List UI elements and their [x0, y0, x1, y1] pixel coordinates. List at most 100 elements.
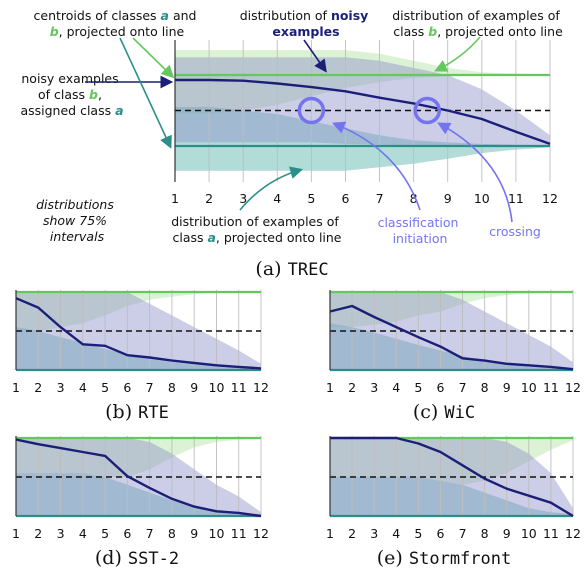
panel-e-xtick-label: 12 — [565, 526, 581, 541]
panel-e: 1 2 3 4 5 6 7 8 9 10 11 12 (e) Stormfront — [326, 436, 581, 569]
panel-c-xtick-label: 11 — [543, 380, 559, 395]
panel-b: 1 2 3 4 5 6 7 8 9 10 11 12 (b) RTE — [12, 290, 269, 423]
panel-a-xtick-label: 7 — [376, 191, 384, 206]
panel-a-xtick-label: 1 — [171, 191, 179, 206]
arrow-class-a-distribution — [239, 166, 304, 211]
panel-d-caption: (d) SST-2 — [95, 547, 179, 569]
panel-b-xtick-label: 1 — [12, 380, 20, 395]
annotation-centroids: centroids of classes a and b, projected … — [34, 8, 201, 39]
panel-a-plot — [174, 40, 551, 182]
panel-a-class-a-centroid-band — [175, 106, 550, 171]
panel-e-xtick-label: 6 — [436, 526, 444, 541]
panel-d-xtick-label: 8 — [168, 526, 176, 541]
annotation-classification-initiation: classification initiation — [378, 215, 463, 246]
panel-d-xticks: 1 2 3 4 5 6 7 8 9 10 11 12 — [12, 526, 269, 541]
panel-b-xtick-label: 4 — [79, 380, 87, 395]
panel-e-xtick-label: 11 — [543, 526, 559, 541]
panel-d-xtick-label: 9 — [190, 526, 198, 541]
arrow-noisy-distribution — [303, 39, 327, 73]
panel-e-xtick-label: 4 — [392, 526, 400, 541]
panel-b-xtick-label: 6 — [123, 380, 131, 395]
panel-d-xtick-label: 2 — [34, 526, 42, 541]
panel-b-xtick-label: 11 — [231, 380, 247, 395]
annotation-class-a-distribution: distribution of examples of class a, pro… — [171, 214, 343, 245]
panel-e-xtick-label: 8 — [481, 526, 489, 541]
panel-d-xtick-label: 1 — [12, 526, 20, 541]
panel-e-class-b-centroid-band — [330, 438, 573, 485]
panel-b-xtick-label: 5 — [101, 380, 109, 395]
panel-c-xtick-label: 1 — [326, 380, 334, 395]
panel-c-xtick-label: 6 — [436, 380, 444, 395]
panel-b-xtick-label: 2 — [34, 380, 42, 395]
panel-c-plot — [329, 290, 574, 372]
panel-c-xtick-label: 4 — [392, 380, 400, 395]
panel-a-noisy-examples-band — [175, 57, 550, 146]
panel-e-xticks: 1 2 3 4 5 6 7 8 9 10 11 12 — [326, 526, 581, 541]
panel-a-xticks: 1 2 3 4 5 6 7 8 9 10 11 12 — [171, 191, 558, 206]
panel-d-xtick-label: 6 — [123, 526, 131, 541]
panel-b-xtick-label: 7 — [146, 380, 154, 395]
panel-a-classification-initiation-marker — [297, 96, 326, 125]
panel-a-xtick-label: 6 — [341, 191, 349, 206]
annotation-intervals: distributions show 75% intervals — [36, 197, 118, 244]
panel-a-noisy-examples-line — [175, 78, 551, 146]
panel-c-xtick-label: 12 — [565, 380, 581, 395]
panel-b-caption: (b) RTE — [105, 401, 169, 423]
panel-b-xtick-label: 12 — [253, 380, 269, 395]
panel-a-xtick-label: 8 — [410, 191, 418, 206]
panel-a-xtick-label: 5 — [307, 191, 315, 206]
annotation-noisy-examples: noisy examples of class b, assigned clas… — [20, 71, 123, 118]
annotation-crossing: crossing — [489, 224, 541, 239]
annotation-class-b-distribution: distribution of examples of class b, pro… — [392, 8, 564, 39]
panel-a-caption: (a) TREC — [255, 258, 328, 280]
panel-a-xtick-label: 12 — [542, 191, 558, 206]
panel-c: 1 2 3 4 5 6 7 8 9 10 11 12 (c) WiC — [326, 290, 581, 423]
panel-c-caption: (c) WiC — [413, 401, 475, 423]
panel-d-xtick-label: 4 — [79, 526, 87, 541]
panel-a-xtick-label: 4 — [273, 191, 281, 206]
panel-d-noisy-examples-line — [15, 438, 262, 518]
panel-a-xtick-label: 9 — [444, 191, 452, 206]
panel-d: 1 2 3 4 5 6 7 8 9 10 11 12 (d) SST-2 — [12, 436, 269, 569]
panel-d-xtick-label: 11 — [231, 526, 247, 541]
panel-e-xtick-label: 10 — [521, 526, 537, 541]
panel-e-plot — [329, 436, 574, 518]
arrow-class-b-distribution — [434, 36, 481, 72]
panel-c-class-b-centroid-band — [330, 292, 573, 328]
arrow-classification — [332, 121, 421, 211]
panel-b-class-a-centroid-band — [16, 327, 261, 370]
panel-e-caption: (e) Stormfront — [377, 547, 511, 569]
panel-c-noisy-examples-line — [329, 304, 574, 371]
panel-e-class-a-centroid-band — [330, 477, 573, 516]
panel-a-class-b-centroid-band — [175, 50, 550, 114]
arrow-crossing — [437, 122, 513, 223]
panel-e-noisy-examples-line — [330, 436, 574, 518]
panel-b-xtick-label: 10 — [209, 380, 225, 395]
panel-a-annotations: centroids of classes a and b, projected … — [20, 8, 563, 246]
panel-a-crossing-marker — [413, 96, 442, 125]
panel-c-xtick-label: 7 — [459, 380, 467, 395]
arrow-centroid-a — [119, 37, 172, 149]
panel-e-xtick-label: 3 — [370, 526, 378, 541]
panel-b-plot — [15, 290, 262, 372]
panel-e-xtick-label: 5 — [414, 526, 422, 541]
panel-b-class-b-centroid-band — [16, 292, 261, 331]
panel-c-xtick-label: 2 — [348, 380, 356, 395]
panel-a-xtick-label: 10 — [474, 191, 490, 206]
panel-a-xtick-label: 2 — [205, 191, 213, 206]
panel-d-class-b-centroid-band — [16, 438, 261, 477]
panel-b-xtick-label: 3 — [57, 380, 65, 395]
panel-c-xtick-label: 9 — [503, 380, 511, 395]
arrow-centroid-b — [132, 37, 175, 79]
panel-c-xtick-label: 10 — [521, 380, 537, 395]
panel-b-xtick-label: 9 — [190, 380, 198, 395]
panel-c-xtick-label: 5 — [414, 380, 422, 395]
panel-a-xtick-label: 11 — [508, 191, 524, 206]
panel-a-xtick-label: 3 — [239, 191, 247, 206]
panel-b-xticks: 1 2 3 4 5 6 7 8 9 10 11 12 — [12, 380, 269, 395]
panel-d-xtick-label: 5 — [101, 526, 109, 541]
panel-d-class-a-centroid-band — [16, 473, 261, 516]
panel-c-xtick-label: 3 — [370, 380, 378, 395]
panel-d-xtick-label: 10 — [209, 526, 225, 541]
